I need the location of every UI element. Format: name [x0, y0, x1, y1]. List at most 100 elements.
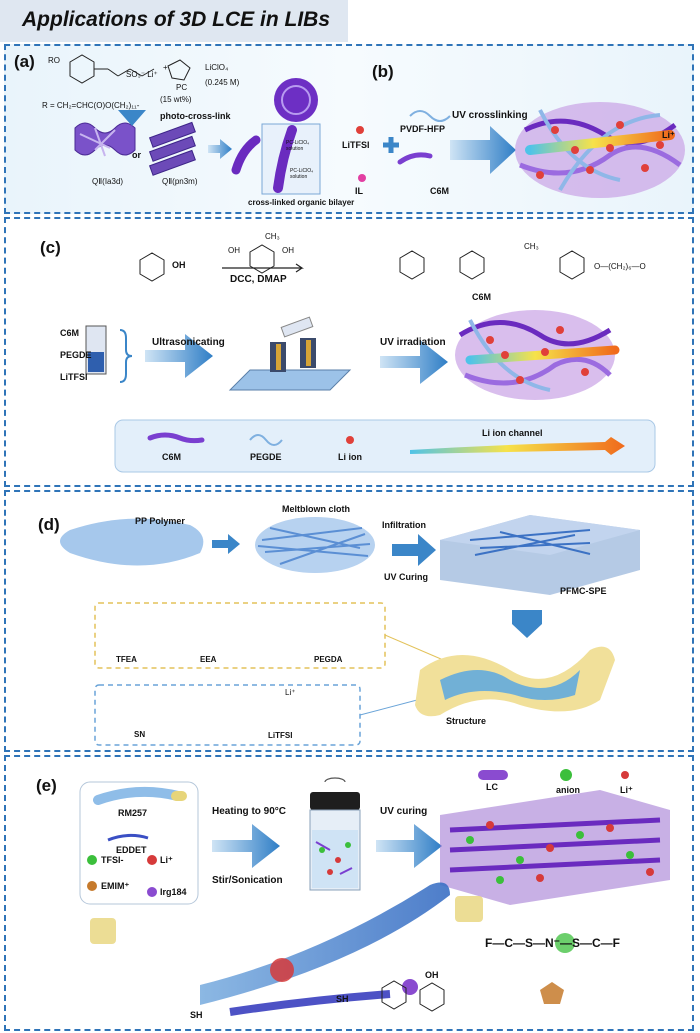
eddet-band: [229, 990, 391, 1016]
legend-li-label: Li ion: [338, 452, 362, 462]
sh2-label: SH: [336, 994, 349, 1004]
arrow-c-reaction: [222, 263, 304, 273]
il-label: IL: [355, 186, 363, 196]
arrow-b: [450, 126, 516, 174]
pegde-label-c: PEGDE: [60, 350, 92, 360]
eea-label: EEA: [200, 655, 217, 664]
tfea-label: TFEA: [116, 655, 137, 664]
litfsi-dot: [356, 126, 364, 134]
panel-d-label: (d): [38, 515, 60, 534]
arrow-e2: [376, 824, 442, 868]
q2-label: QⅡ(pn3m): [162, 177, 198, 186]
legend-pegde-line: [249, 434, 283, 446]
pp-polymer-shape: [60, 518, 204, 566]
li-label-d: Li⁺: [285, 688, 296, 697]
meltblown-label: Meltblown cloth: [282, 504, 350, 514]
formula-so3: SO₃⁻ Li⁺: [126, 70, 158, 79]
sn-label: SN: [134, 730, 146, 739]
legend-c6m-line: [147, 432, 205, 444]
arrow-a1: [208, 139, 232, 159]
legend-lc-bar: [478, 770, 508, 780]
legend-anion-dot: [560, 769, 572, 781]
infiltration-label: Infiltration: [382, 520, 426, 530]
structure-sheet: [415, 646, 615, 717]
lc-legend-label: LC: [486, 782, 498, 792]
brace-c: [119, 329, 133, 383]
oh2-label: OH: [228, 246, 240, 255]
panel-a-structure: [69, 54, 191, 84]
li-label-e: Li⁺: [160, 855, 173, 865]
pvdf-curve: [409, 110, 451, 122]
reagent-box: [79, 781, 199, 905]
stir-label: Stir/Sonication: [212, 875, 283, 886]
emim-ring: [540, 982, 564, 1004]
formula-plus: +: [163, 63, 168, 72]
arrow-d1: [212, 534, 240, 554]
ultrasonicating-label: Ultrasonicating: [152, 337, 225, 348]
arrow-d2: [392, 534, 436, 566]
uv-curing-d-label: UV Curing: [384, 572, 428, 582]
eddet-label: EDDET: [116, 845, 147, 855]
lc-network: [440, 790, 670, 905]
panel-e-label: (e): [36, 776, 57, 795]
legend-channel: [410, 437, 625, 455]
pfmc-spe-label: PFMC-SPE: [560, 586, 607, 596]
arrow-e1: [212, 824, 280, 868]
c6m-curve: [397, 152, 433, 165]
litfsi-label-d: LiTFSI: [268, 731, 293, 740]
irg-ring: [381, 980, 407, 1010]
page-title: Applications of 3D LCE in LIBs: [22, 8, 331, 31]
panel-c-label: (c): [40, 238, 61, 257]
bilayer-label: cross-linked organic bilayer: [248, 198, 355, 207]
legend-channel-label: Li ion channel: [482, 428, 543, 438]
panel-c-structures: [139, 244, 585, 282]
gyroid-ball: [274, 78, 318, 122]
oh-label-e: OH: [425, 970, 439, 980]
heating-label: Heating to 90°C: [212, 806, 287, 817]
sol1-label: PC-LiClO₄ solution: [286, 140, 310, 152]
oh3-label: OH: [282, 246, 294, 255]
q2-pn3m-structure: [148, 121, 196, 176]
chain-label: O—(CH₂)₆—O: [594, 262, 646, 271]
formula-ro: RO: [48, 56, 60, 65]
conc-label: (0.245 M): [205, 78, 240, 87]
network-c: [455, 310, 620, 400]
rm257-band: [200, 882, 450, 1005]
sol2-label: PC-LiClO₄ solution: [290, 168, 314, 180]
acrylate-right: [455, 896, 483, 922]
sh1-label: SH: [190, 1010, 203, 1020]
printer-setup: [228, 316, 352, 391]
li-label-b: Li⁺: [662, 130, 675, 140]
pvdf-label: PVDF-HFP: [400, 124, 445, 134]
legend-pegde-label: PEGDE: [250, 452, 282, 462]
c6m-label-b: C6M: [430, 186, 450, 196]
ch3b-label: CH₃: [524, 242, 539, 251]
pfmc-box: [440, 515, 640, 595]
title-bar: [0, 0, 348, 42]
structure-label: Structure: [446, 716, 487, 726]
il-dot: [358, 174, 366, 182]
legend-li-dot-e: [621, 771, 629, 779]
or-label: or: [132, 150, 141, 160]
network-b: [515, 102, 685, 198]
vial-e: [309, 777, 361, 891]
c6m-label-c: C6M: [60, 328, 80, 338]
pp-polymer-label: PP Polymer: [135, 516, 185, 526]
uv-crosslinking-label: UV crosslinking: [452, 110, 528, 121]
r-group-label: R = CH₂=CHC(O)O(CH₂)₁₁-: [42, 101, 140, 110]
meltblown-cloth: [255, 517, 375, 573]
li-legend-label: Li⁺: [620, 785, 633, 795]
litfsi-label-c: LiTFSI: [60, 372, 88, 382]
arrow-d3: [512, 610, 542, 638]
c6m-product-label: C6M: [472, 292, 492, 302]
legend-c6m-label: C6M: [162, 452, 182, 462]
pegda-label: PEGDA: [314, 655, 343, 664]
oh1-label: OH: [172, 260, 186, 270]
photo-cross-link-label: photo-cross-link: [160, 111, 231, 121]
wt-label: (15 wt%): [160, 95, 192, 104]
dcc-label: DCC, DMAP: [230, 274, 287, 285]
tfsi-label: TFSI-: [101, 855, 124, 865]
down-arrow: [118, 110, 146, 126]
acrylate-left: [90, 918, 116, 944]
pc-label: PC: [176, 83, 188, 92]
